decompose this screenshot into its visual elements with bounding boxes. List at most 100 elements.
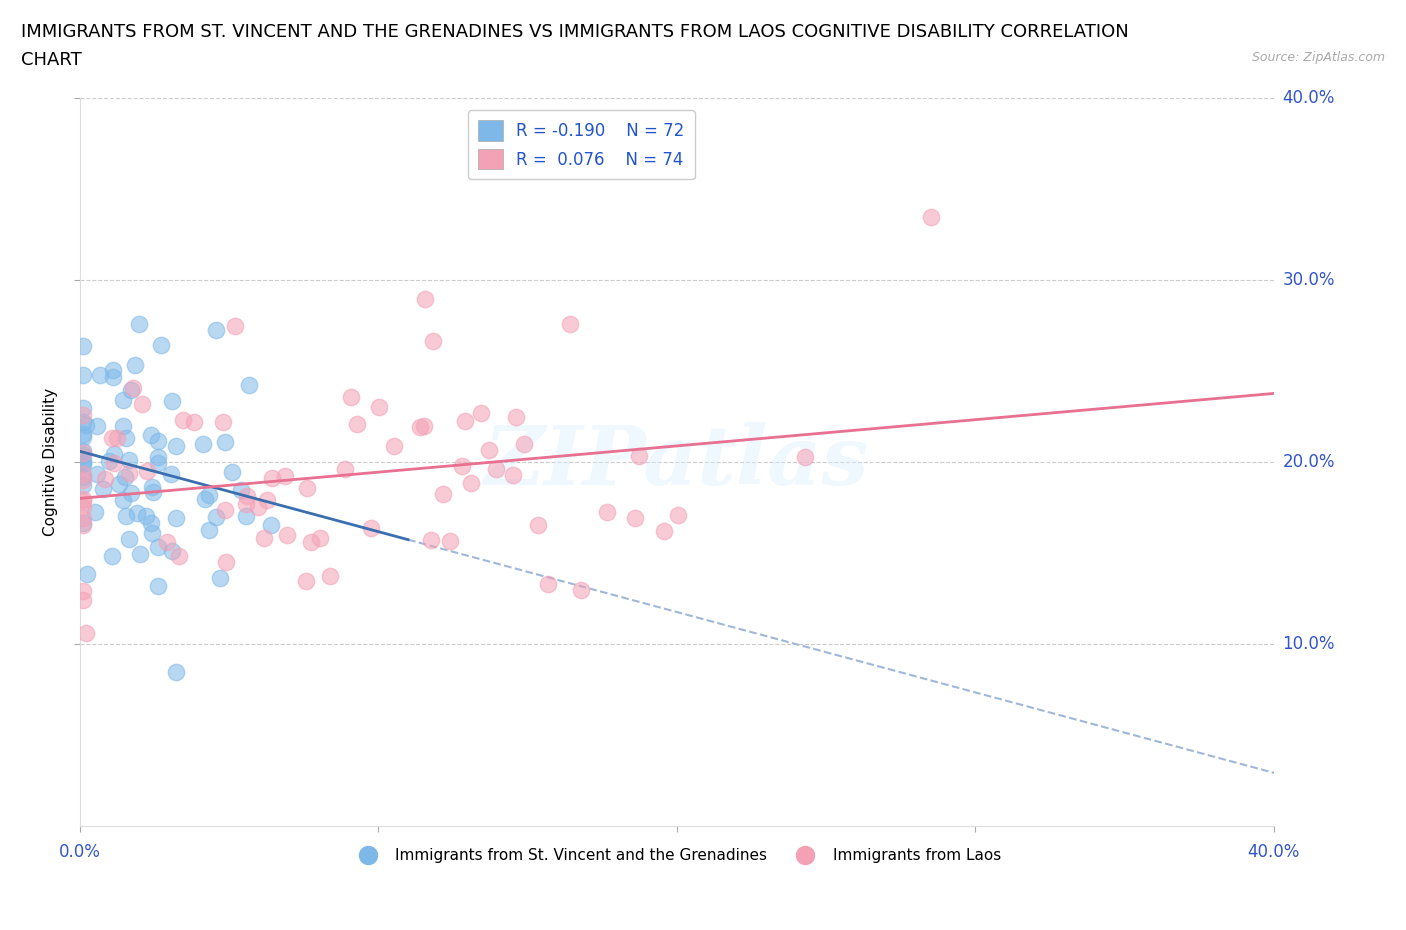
Point [382,438,405,453]
Point [197,523,219,538]
Point [236,489,259,504]
Point [308,530,330,545]
Point [72,511,94,525]
Point [72,470,94,485]
Point [103,446,125,461]
Point [72,426,94,441]
Point [72,456,94,471]
Point [624,511,647,525]
Point [72,444,94,458]
Point [115,431,138,445]
Point [409,419,432,434]
Point [794,450,817,465]
Point [439,533,461,548]
Point [295,574,318,589]
Point [558,316,581,331]
Point [148,578,170,593]
Point [141,525,163,540]
Point [238,378,260,392]
Point [214,503,236,518]
Point [367,400,389,415]
Point [75,418,97,433]
Point [231,483,253,498]
Point [470,405,492,420]
Point [247,500,270,515]
Text: 30.0%: 30.0% [1282,272,1334,289]
Text: ZIPatlas: ZIPatlas [484,422,869,502]
Point [295,481,318,496]
Point [485,461,508,476]
Point [141,515,163,530]
Point [105,431,128,445]
Text: CHART: CHART [21,51,82,69]
Point [652,524,675,538]
Point [103,455,125,470]
Point [527,517,550,532]
Text: 40.0%: 40.0% [1247,843,1301,860]
Point [259,517,281,532]
Point [76,566,98,581]
Text: 20.0%: 20.0% [1282,453,1334,472]
Point [505,409,527,424]
Point [115,509,138,524]
Text: 10.0%: 10.0% [1282,635,1334,653]
Point [413,418,436,433]
Point [299,535,322,550]
Point [111,418,134,433]
Point [150,338,173,352]
Point [413,292,436,307]
Point [333,461,356,476]
Text: Source: ZipAtlas.com: Source: ZipAtlas.com [1251,51,1385,64]
Point [129,547,152,562]
Point [111,492,134,507]
Point [98,453,121,468]
Point [256,493,278,508]
Point [72,478,94,493]
Point [454,414,477,429]
Point [141,428,163,443]
Point [72,493,94,508]
Point [72,339,94,354]
Point [72,430,94,445]
Point [165,439,187,454]
Point [72,592,94,607]
Legend: Immigrants from St. Vincent and the Grenadines, Immigrants from Laos: Immigrants from St. Vincent and the Gren… [346,842,1007,870]
Point [72,415,94,430]
Point [513,437,536,452]
Point [107,476,129,491]
Point [127,505,149,520]
Point [460,475,482,490]
Point [346,417,368,432]
Point [101,369,124,384]
Point [215,554,238,569]
Point [627,448,650,463]
Point [319,569,342,584]
Point [124,358,146,373]
Point [197,488,219,503]
Point [72,457,94,472]
Point [111,392,134,407]
Point [340,390,363,405]
Point [276,527,298,542]
Point [205,510,228,525]
Point [86,418,108,433]
Point [156,535,179,550]
Point [72,472,94,487]
Point [165,511,187,525]
Point [360,521,382,536]
Point [191,436,214,451]
Point [72,584,94,599]
Point [214,435,236,450]
Point [141,480,163,495]
Point [262,471,284,485]
Point [101,548,124,563]
Point [72,447,94,462]
Point [536,577,558,591]
Point [194,492,217,507]
Point [135,464,157,479]
Point [160,393,183,408]
Point [120,382,142,397]
Point [120,485,142,500]
Point [235,497,257,512]
Point [72,492,94,507]
